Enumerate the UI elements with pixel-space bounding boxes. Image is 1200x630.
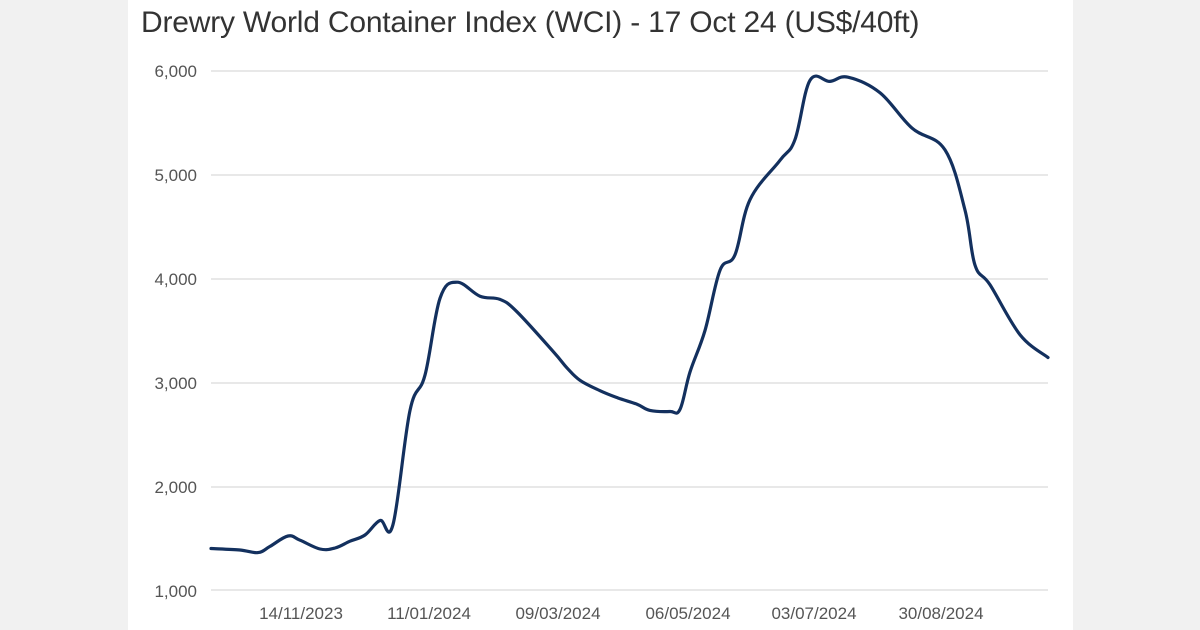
y-tick-5000: 5,000 [154, 166, 197, 185]
x-tick-5: 03/07/2024 [771, 604, 856, 623]
x-tick-6: 30/08/2024 [898, 604, 983, 623]
y-axis-labels: 6,000 5,000 4,000 3,000 2,000 1,000 [154, 62, 197, 601]
y-tick-3000: 3,000 [154, 374, 197, 393]
x-axis-labels: 14/11/2023 11/01/2024 09/03/2024 06/05/2… [259, 604, 983, 623]
gridlines [211, 70, 1048, 591]
y-tick-4000: 4,000 [154, 270, 197, 289]
chart-title: Drewry World Container Index (WCI) - 17 … [141, 6, 920, 39]
y-tick-1000: 1,000 [154, 582, 197, 601]
wci-series-line [209, 74, 1050, 555]
x-tick-1: 14/11/2023 [259, 604, 343, 623]
y-tick-6000: 6,000 [154, 62, 197, 81]
chart-panel [128, 0, 1073, 630]
x-tick-3: 09/03/2024 [515, 604, 600, 623]
x-tick-2: 11/01/2024 [387, 604, 471, 623]
x-tick-4: 06/05/2024 [645, 604, 730, 623]
y-tick-2000: 2,000 [154, 478, 197, 497]
